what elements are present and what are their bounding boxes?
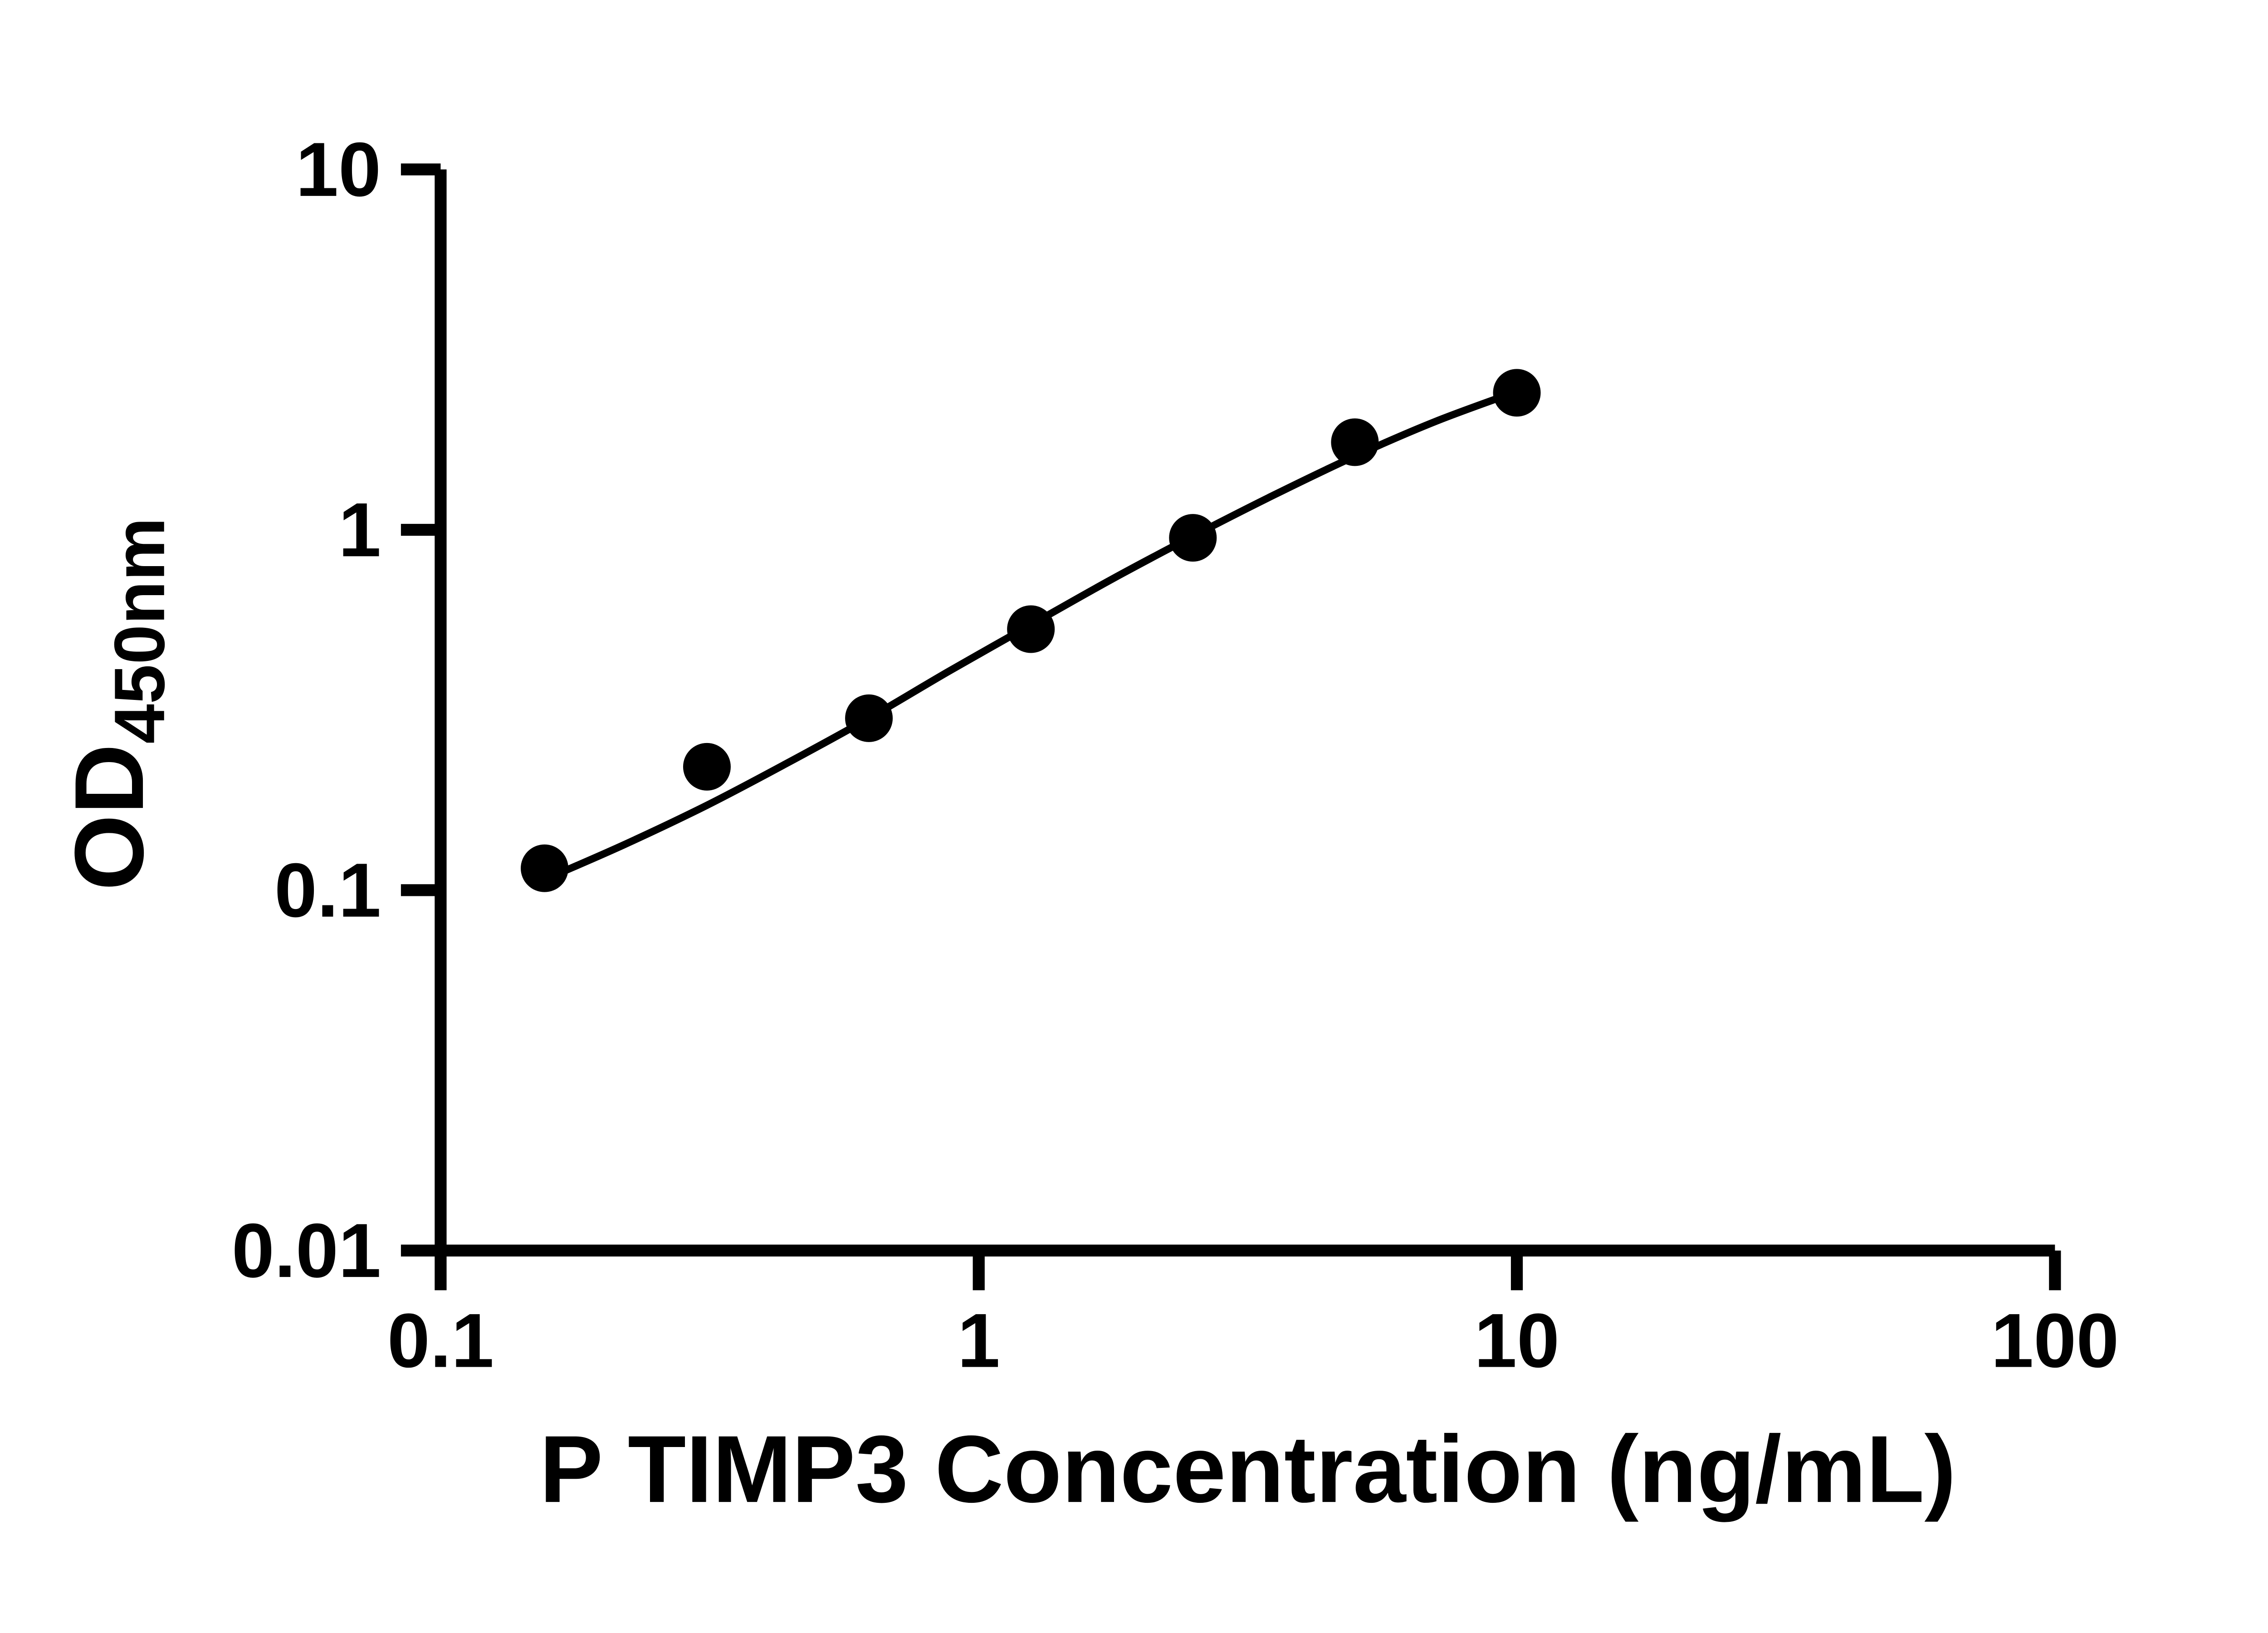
data-point [1493,369,1541,417]
y-tick-label: 0.1 [274,847,381,933]
y-tick-label: 1 [338,487,381,572]
data-point [845,694,893,742]
y-axis-label-main: OD [54,744,164,891]
y-axis-label: OD450nm [54,518,180,891]
data-point [1007,605,1055,653]
data-point [1331,418,1379,466]
data-point [1169,514,1217,562]
x-tick-label: 0.1 [387,1298,494,1384]
axes-frame [435,169,2055,1257]
x-tick-label: 1 [958,1298,1000,1384]
data-point [683,743,731,791]
x-tick-label: 10 [1474,1298,1559,1384]
y-tick-label: 0.01 [232,1208,381,1293]
x-tick-label: 100 [1991,1298,2119,1384]
y-tick-label: 10 [296,127,381,212]
data-point [521,844,569,892]
x-axis-label: P TIMP3 Concentration (ng/mL) [539,1416,1956,1522]
y-axis-label-sub: 450nm [100,518,180,744]
